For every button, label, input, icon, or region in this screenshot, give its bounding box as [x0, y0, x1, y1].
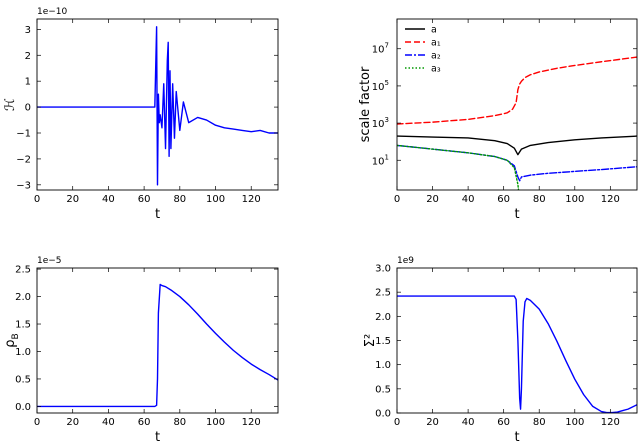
y-tick-label: 0.0: [375, 409, 391, 420]
y-tick-exponent: 5: [385, 79, 389, 87]
y-axis-label: ℋ: [3, 98, 18, 111]
x-tick-label: 20: [426, 194, 439, 205]
y-tick-label: 107: [372, 42, 389, 56]
y-tick-label: 1.5: [15, 320, 31, 331]
y-tick-label: −2: [16, 154, 31, 165]
x-tick-label: 80: [173, 417, 186, 428]
y-tick-base: 10: [372, 156, 385, 167]
x-tick-label: 0: [34, 417, 40, 428]
y-tick-label: 2.0: [15, 292, 31, 303]
x-axis-label: t: [155, 207, 160, 222]
y-tick-label: 103: [372, 116, 389, 130]
legend-label: a₁: [431, 38, 441, 49]
x-axis-label: t: [514, 430, 519, 445]
y-tick-label: 2.0: [375, 312, 391, 323]
series-line-H-0: [37, 26, 278, 186]
legend-label: a: [431, 25, 437, 36]
x-tick-label: 120: [242, 417, 261, 428]
y-tick-label: 1: [25, 77, 31, 88]
x-tick-label: 60: [497, 417, 510, 428]
y-tick-label: 105: [372, 79, 389, 93]
x-tick-label: 60: [138, 417, 151, 428]
y-tick-label: −3: [16, 180, 31, 191]
axes-frame: [36, 267, 279, 414]
axes-frame: [396, 18, 638, 191]
y-tick-base: 10: [372, 82, 385, 93]
x-axis-label: t: [514, 207, 519, 222]
x-tick-label: 80: [533, 194, 546, 205]
y-tick-label: 0.0: [15, 402, 31, 413]
x-tick-label: 20: [66, 194, 79, 205]
y-tick-label: 1.0: [375, 360, 391, 371]
x-tick-label: 100: [206, 417, 225, 428]
x-tick-label: 120: [601, 194, 620, 205]
y-label-main: ρ: [3, 339, 18, 347]
x-tick-label: 100: [565, 417, 584, 428]
y-axis-label: ρB: [3, 333, 21, 347]
x-tick-label: 60: [497, 194, 510, 205]
series-line-rho-0: [37, 283, 278, 408]
x-tick-label: 120: [242, 194, 261, 205]
y-axis-label: scale factor: [358, 66, 373, 142]
x-tick-label: 0: [394, 417, 400, 428]
x-axis-label: t: [155, 430, 160, 445]
y-tick-label: −1: [16, 129, 31, 140]
y-tick-label: 0: [25, 103, 31, 114]
y-tick-label: 1.5: [375, 336, 391, 347]
series-line-scale-0: [397, 135, 637, 156]
chart-panel-sigma: 0 20 40 60 80 100 120 0.0 0.5 1.0 1.5 2.0 2.5 3.0 1e9 t…: [363, 256, 638, 445]
chart-panel-H: 0 20 40 60 80 100 120 −3 −2 −1 0 1 2 3 1e−10 t ℋ: [3, 7, 279, 222]
axis-offset-label: 1e−5: [37, 256, 62, 266]
y-tick-label: 101: [372, 153, 389, 167]
axis-offset-label: 1e−10: [37, 7, 68, 17]
legend-label: a₃: [431, 64, 441, 75]
y-tick-label: 2.5: [15, 265, 31, 276]
y-tick-label: 3: [25, 25, 31, 36]
axis-offset-label: 1e9: [397, 256, 414, 266]
legend-label: a₂: [431, 51, 441, 62]
x-tick-label: 40: [462, 417, 475, 428]
y-axis-label: Σ²: [363, 334, 378, 347]
x-tick-label: 0: [394, 194, 400, 205]
x-tick-label: 0: [34, 194, 40, 205]
x-tick-label: 40: [102, 194, 115, 205]
y-tick-exponent: 3: [385, 116, 389, 124]
x-tick-label: 60: [138, 194, 151, 205]
y-tick-label: 1.0: [15, 347, 31, 358]
y-tick-label: 3.0: [375, 264, 391, 275]
chart-panel-rho: 0 20 40 60 80 100 120 0.0 0.5 1.0 1.5 2.0 2.5 1e−5 t ρB: [3, 256, 279, 445]
x-tick-label: 100: [565, 194, 584, 205]
y-tick-base: 10: [372, 119, 385, 130]
y-tick-base: 10: [372, 45, 385, 56]
x-tick-label: 20: [66, 417, 79, 428]
y-tick-exponent: 7: [385, 42, 389, 50]
x-tick-label: 120: [601, 417, 620, 428]
series-line-scale-2: [397, 144, 637, 182]
x-tick-label: 40: [462, 194, 475, 205]
legend: a a₁ a₂ a₃: [405, 25, 441, 75]
axes-frame: [396, 267, 638, 414]
y-label-subscript: B: [11, 333, 21, 339]
series-line-sigma-0: [397, 295, 637, 413]
y-tick-label: 2: [25, 51, 31, 62]
series-line-scale-1: [397, 56, 637, 125]
x-tick-label: 100: [206, 194, 225, 205]
x-tick-label: 20: [426, 417, 439, 428]
x-tick-label: 80: [173, 194, 186, 205]
y-tick-label: 0.5: [375, 384, 391, 395]
axes-frame: [36, 18, 279, 191]
x-tick-label: 80: [533, 417, 546, 428]
y-tick-label: 2.5: [375, 288, 391, 299]
x-tick-label: 40: [102, 417, 115, 428]
y-tick-label: 0.5: [15, 374, 31, 385]
y-tick-exponent: 1: [385, 153, 389, 161]
